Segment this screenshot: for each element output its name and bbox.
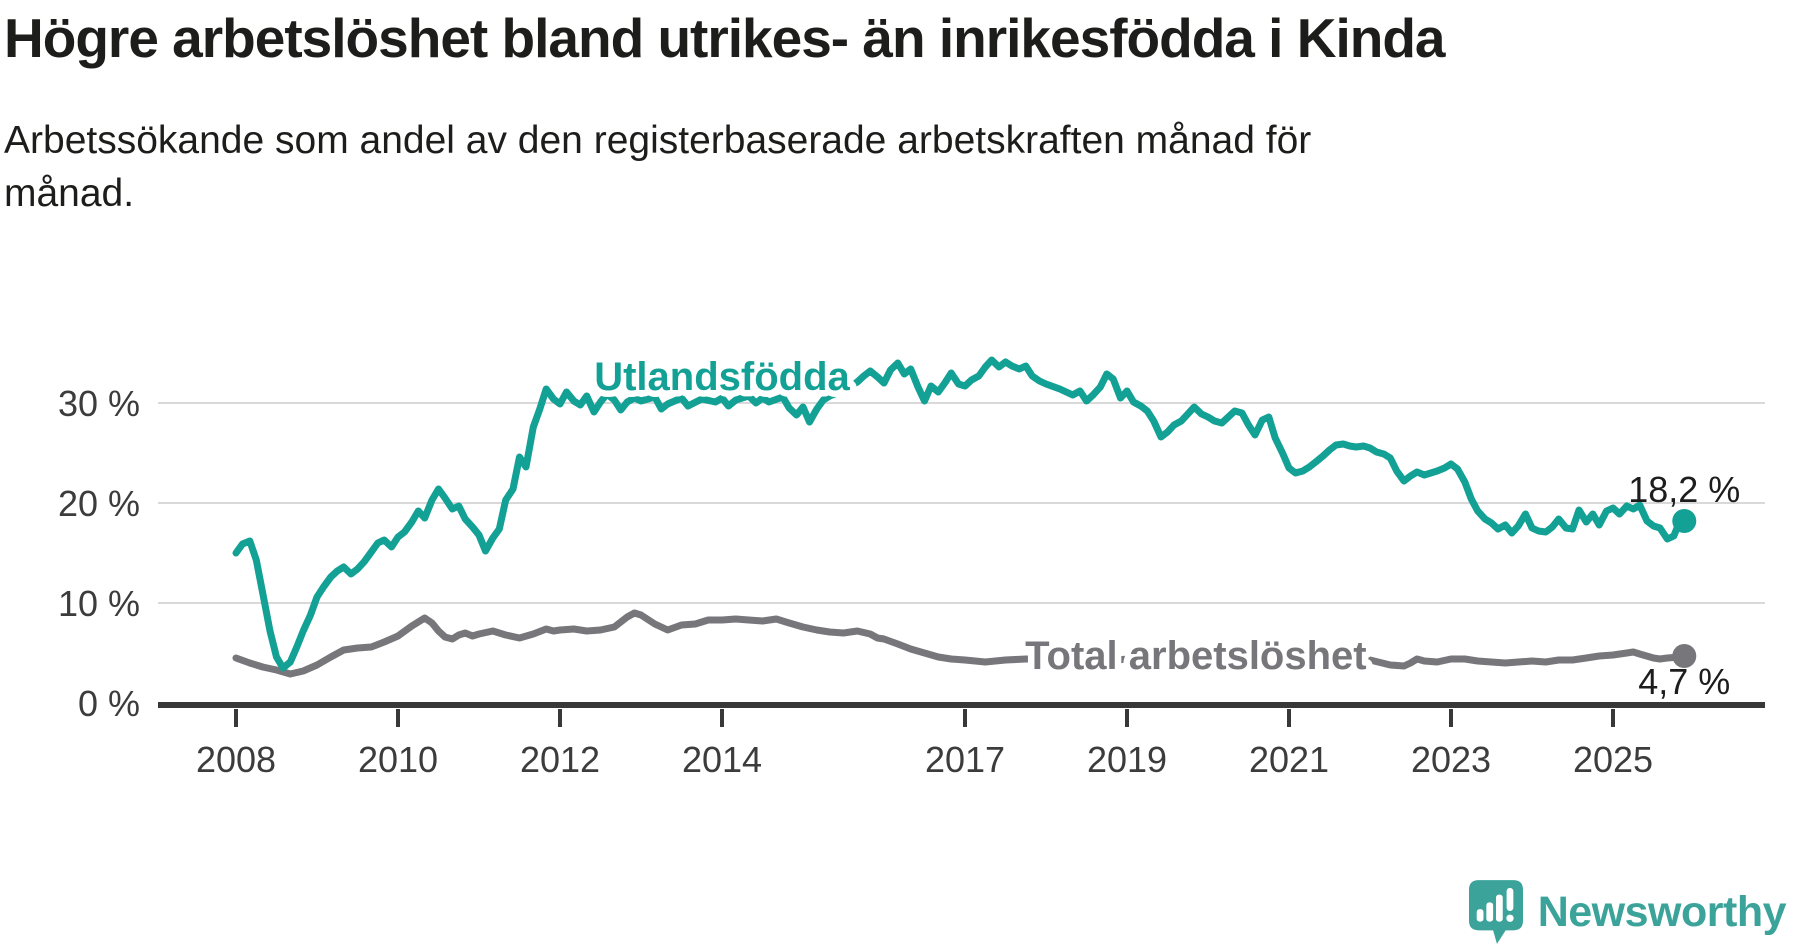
x-tick-label-2021: 2021	[1249, 739, 1329, 780]
series-end-dot-0	[1672, 644, 1697, 668]
x-tick-label-2008: 2008	[196, 739, 276, 780]
page-title: Högre arbetslöshet bland utrikes- än inr…	[4, 7, 1446, 69]
x-tick-label-2012: 2012	[520, 739, 600, 780]
subtitle-line-1: Arbetssökande som andel av den registerb…	[4, 119, 1312, 162]
subtitle-line-2: månad.	[4, 172, 135, 215]
newsworthy-logo-text: Newsworthy	[1537, 887, 1787, 936]
y-tick-label-20: 20 %	[58, 483, 140, 524]
x-tick-label-2019: 2019	[1087, 739, 1167, 780]
series-label-0: Total arbetslöshet	[1025, 634, 1367, 678]
page-subtitle: Arbetssökande som andel av den registerb…	[4, 114, 1311, 220]
newsworthy-logo-icon	[1468, 880, 1523, 944]
newsworthy-logo[interactable]: Newsworthy	[1468, 880, 1787, 944]
x-tick-label-2014: 2014	[682, 739, 762, 780]
x-tick-label-2017: 2017	[925, 739, 1005, 780]
y-tick-label-0: 0 %	[78, 683, 140, 724]
series-label-1: Utlandsfödda	[594, 355, 850, 399]
y-tick-label-10: 10 %	[58, 583, 140, 624]
series-line-1	[232, 356, 1688, 672]
series-end-annotation-1: 18,2 %	[1628, 469, 1740, 510]
series-end-annotation-0: 4,7 %	[1638, 661, 1730, 702]
x-tick-label-2010: 2010	[358, 739, 438, 780]
y-tick-label-30: 30 %	[58, 383, 140, 424]
series-end-dot-1	[1672, 509, 1697, 533]
x-tick-label-2025: 2025	[1573, 739, 1653, 780]
series-line-0	[232, 609, 1688, 678]
x-tick-label-2023: 2023	[1411, 739, 1491, 780]
